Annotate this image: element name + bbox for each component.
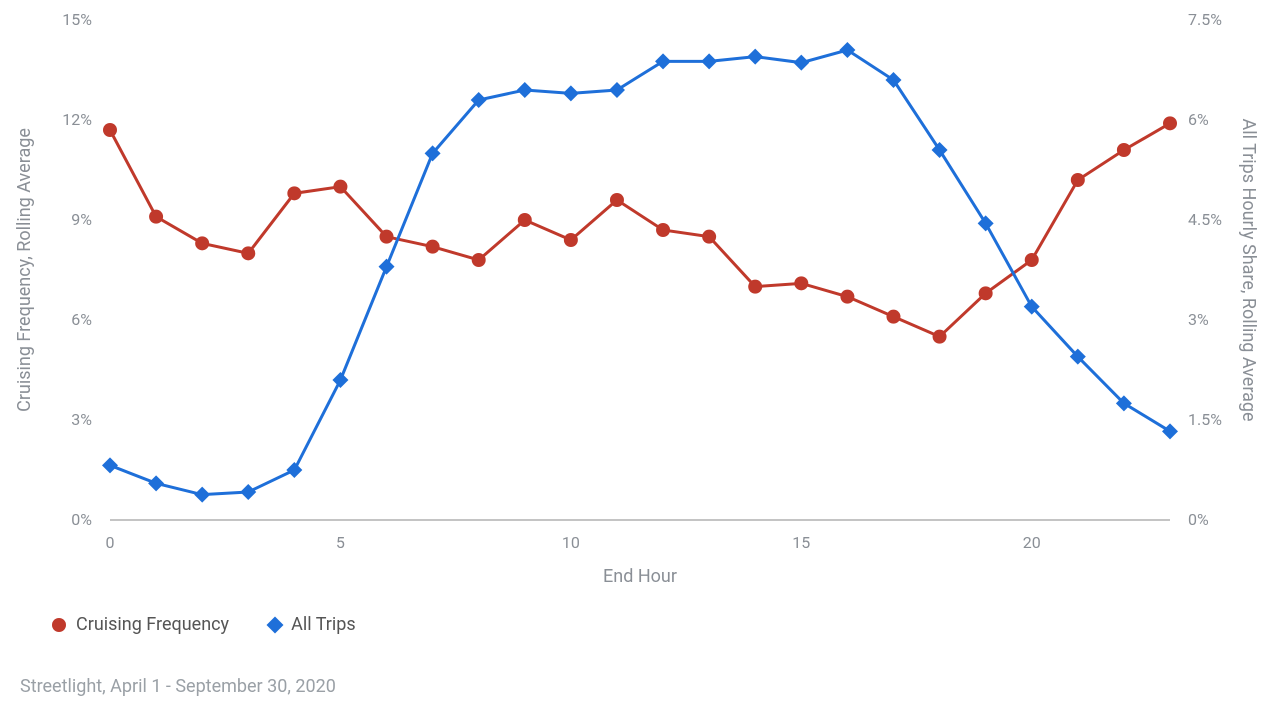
svg-text:4.5%: 4.5% [1188,210,1222,229]
svg-text:3%: 3% [1188,310,1209,329]
svg-text:1.5%: 1.5% [1188,410,1222,429]
svg-text:12%: 12% [62,110,92,129]
legend: Cruising Frequency All Trips [52,614,356,635]
svg-text:15%: 15% [62,10,92,29]
svg-text:6%: 6% [71,310,92,329]
svg-text:3%: 3% [71,410,92,429]
svg-text:Cruising Frequency, Rolling Av: Cruising Frequency, Rolling Average [14,128,35,412]
dual-axis-line-chart: 0 5 10 15 20 End Hour 0% 3% 6% 9% 12% 15% Cruising F… [0,0,1265,600]
svg-text:End Hour: End Hour [603,566,677,587]
svg-text:All Trips Hourly Share, Rollin: All Trips Hourly Share, Rolling Average [1238,118,1259,421]
svg-text:0: 0 [106,533,115,552]
legend-label-all-trips: All Trips [291,614,356,635]
svg-text:0%: 0% [71,510,92,529]
svg-text:15: 15 [792,533,810,552]
legend-swatch-all-trips [267,616,284,633]
svg-text:7.5%: 7.5% [1188,10,1222,29]
legend-label-cruising: Cruising Frequency [76,614,229,635]
svg-text:5: 5 [336,533,345,552]
svg-text:9%: 9% [71,210,92,229]
svg-text:0%: 0% [1188,510,1209,529]
legend-item-all-trips: All Trips [269,614,356,635]
legend-swatch-cruising [52,618,66,632]
chart-caption: Streetlight, April 1 - September 30, 202… [20,676,336,697]
svg-text:6%: 6% [1188,110,1209,129]
legend-item-cruising: Cruising Frequency [52,614,229,635]
svg-text:10: 10 [562,533,580,552]
svg-text:20: 20 [1023,533,1041,552]
chart-container: 0 5 10 15 20 End Hour 0% 3% 6% 9% 12% 15% Cruising F… [0,0,1265,711]
